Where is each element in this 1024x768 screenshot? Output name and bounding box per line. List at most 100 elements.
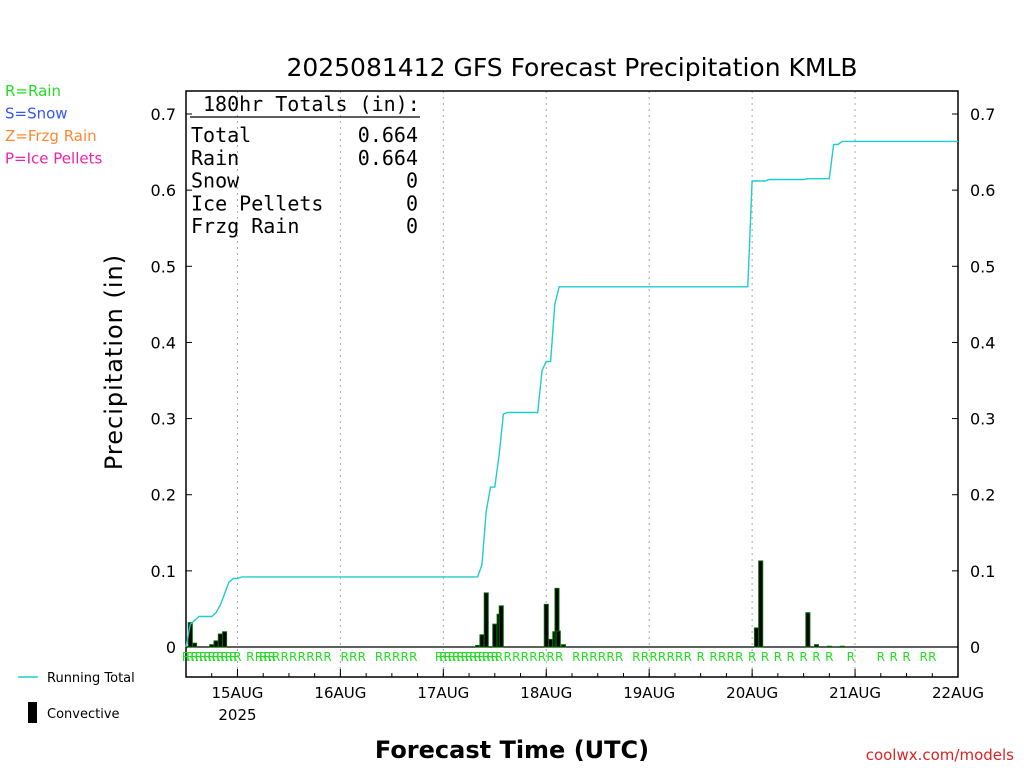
- totals-box: 180hr Totals (in): Total 0.664 Rain 0.664 Sn…: [190, 92, 420, 238]
- precip-type-legend-item: S=Snow: [5, 105, 68, 123]
- precip-type-marker: R: [615, 650, 623, 664]
- running-total-series: [185, 140, 958, 648]
- credit-text: coolwx.com/models: [866, 746, 1014, 764]
- precip-type-marker: R: [212, 650, 220, 664]
- y-tick-label-left: 0.3: [151, 410, 176, 429]
- precip-type-marker: R: [641, 650, 649, 664]
- precip-type-marker: R: [495, 650, 503, 664]
- precip-type-marker: R: [812, 650, 820, 664]
- precip-type-marker: R: [448, 650, 456, 664]
- totals-row-value: 0.664: [358, 123, 418, 147]
- precip-type-marker: R: [298, 650, 306, 664]
- precip-type-marker: R: [696, 650, 704, 664]
- convective-bar: [222, 631, 228, 648]
- convective-bar: [548, 638, 554, 648]
- precip-type-marker: R: [491, 650, 499, 664]
- x-tick-label: 15AUG: [211, 684, 263, 702]
- running-total-line: [185, 140, 958, 648]
- y-tick-label-right: 0.1: [970, 562, 995, 581]
- precip-type-marker: R: [877, 650, 885, 664]
- precip-type-marker: R: [555, 650, 563, 664]
- precip-type-marker: R: [589, 650, 597, 664]
- precip-type-marker: R: [598, 650, 606, 664]
- precip-type-marker: R: [465, 650, 473, 664]
- convective-bar: [805, 612, 811, 648]
- precip-type-marker: R: [392, 650, 400, 664]
- precip-type-marker: R: [512, 650, 520, 664]
- precip-type-marker: R: [503, 650, 511, 664]
- y-tick-label-left: 0.1: [151, 562, 176, 581]
- precip-type-marker: R: [439, 650, 447, 664]
- precip-type-marker: R: [735, 650, 743, 664]
- precip-type-marker: R: [203, 650, 211, 664]
- totals-row-label: Rain: [191, 146, 239, 170]
- x-tick-label: 19AUG: [623, 684, 675, 702]
- precip-type-marker: R: [358, 650, 366, 664]
- precip-type-marker: R: [658, 650, 666, 664]
- precip-type-marker: R: [684, 650, 692, 664]
- x-tick-label: 17AUG: [417, 684, 469, 702]
- precip-type-marker: R: [233, 650, 241, 664]
- x-tick-label: 16AUG: [314, 684, 366, 702]
- y-tick-label-left: 0: [166, 638, 176, 657]
- precip-type-marker: R: [289, 650, 297, 664]
- precip-type-marker: R: [727, 650, 735, 664]
- precip-type-marker: R: [315, 650, 323, 664]
- convective-bar: [543, 603, 549, 648]
- convective-bar: [475, 644, 481, 648]
- precip-type-marker: R: [529, 650, 537, 664]
- y-tick-label-left: 0.7: [151, 105, 176, 124]
- precip-type-marker: R: [606, 650, 614, 664]
- precip-type-marker: R: [259, 650, 267, 664]
- convective-bar: [192, 642, 198, 648]
- precip-type-marker: R: [383, 650, 391, 664]
- convective-bar: [498, 605, 504, 648]
- totals-row-label: Ice Pellets: [191, 191, 323, 215]
- precip-type-marker: R: [482, 650, 490, 664]
- convective-bar: [479, 634, 485, 648]
- totals-header: 180hr Totals (in):: [203, 92, 420, 116]
- precip-type-legend: R=Rain S=Snow Z=Frzg Rain P=Ice Pellets: [5, 82, 102, 168]
- precip-type-marker: R: [847, 650, 855, 664]
- precip-type-marker: R: [478, 650, 486, 664]
- y-tick-label-right: 0.3: [970, 410, 995, 429]
- precip-type-marker: R: [409, 650, 417, 664]
- precip-type-marker: R: [456, 650, 464, 664]
- y-tick-label-left: 0.2: [151, 486, 176, 505]
- precip-type-marker: R: [349, 650, 357, 664]
- convective-bar: [555, 630, 561, 648]
- precip-type-marker: R: [928, 650, 936, 664]
- precip-type-marker: R: [581, 650, 589, 664]
- convective-bar: [209, 644, 215, 648]
- precip-type-marker: R: [323, 650, 331, 664]
- precip-type-marker: R: [263, 650, 271, 664]
- precip-type-marker: R: [443, 650, 451, 664]
- precip-type-marker: R: [920, 650, 928, 664]
- precip-type-marker: R: [306, 650, 314, 664]
- precip-type-marker: R: [452, 650, 460, 664]
- precip-type-marker: R: [186, 650, 194, 664]
- precip-type-marker: R: [208, 650, 216, 664]
- convective-bar: [560, 644, 566, 648]
- y-axis-label: Precipitation (in): [100, 254, 128, 470]
- precip-type-marker: R: [225, 650, 233, 664]
- convective-bar: [492, 623, 498, 648]
- precip-type-marker: R: [902, 650, 910, 664]
- y-tick-label-right: 0.6: [970, 181, 995, 200]
- precip-type-marker: R: [255, 650, 263, 664]
- x-axis: 15AUG 2025 16AUG 17AUG 18AUG 19AUG 20AUG 21AUG 2…: [211, 669, 984, 724]
- chart-title: 2025081412 GFS Forecast Precipitation KM…: [286, 53, 857, 82]
- precip-type-marker: R: [473, 650, 481, 664]
- precip-type-marker: R: [649, 650, 657, 664]
- precip-type-marker: R: [268, 650, 276, 664]
- totals-row-value: 0.664: [358, 146, 418, 170]
- x-axis-label: Forecast Time (UTC): [375, 736, 649, 764]
- convective-bar: [213, 640, 219, 648]
- totals-row-value: 0: [406, 214, 418, 238]
- precip-type-marker: R: [632, 650, 640, 664]
- totals-rows: Total 0.664 Rain 0.664 Snow 0 Ice Pellets 0 Frzg…: [191, 123, 418, 238]
- precip-type-marker: R: [341, 650, 349, 664]
- precip-type-marker: R: [190, 650, 198, 664]
